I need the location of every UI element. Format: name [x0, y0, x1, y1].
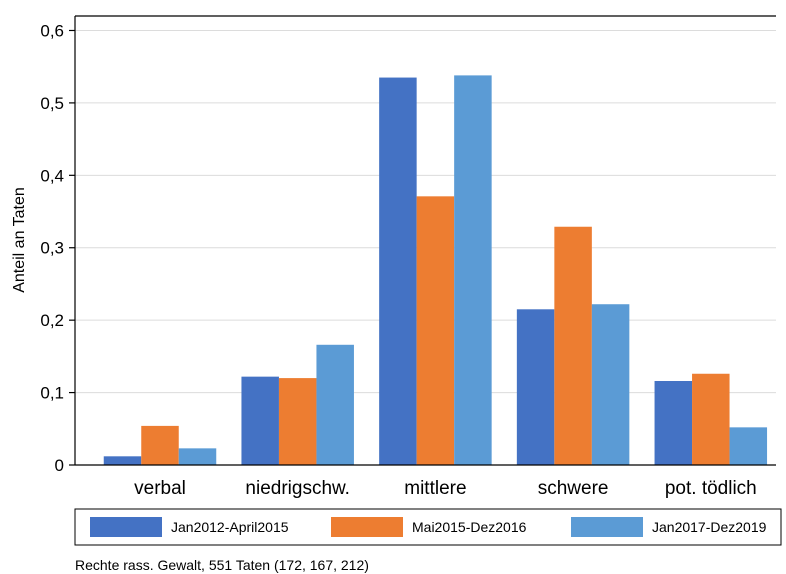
bar-niedrigschw--series-2 [278, 378, 317, 465]
legend-label: Jan2017-Dez2019 [652, 519, 767, 535]
y-tick-label: 0,6 [40, 21, 64, 40]
bar-schwere-series-3 [591, 304, 630, 465]
bars [103, 75, 768, 465]
y-tick-label: 0,1 [40, 384, 64, 403]
x-category-label: pot. tödlich [665, 478, 757, 499]
y-tick-label: 0,2 [40, 311, 64, 330]
bar-niedrigschw--series-1 [241, 376, 279, 465]
bar-verbal-series-2 [141, 425, 179, 465]
legend-swatch [90, 517, 162, 537]
legend-label: Mai2015-Dez2016 [412, 519, 527, 535]
bar-niedrigschw--series-3 [316, 344, 354, 465]
legend-swatch [331, 517, 403, 537]
bar-verbal-series-3 [178, 448, 217, 465]
y-tick-label: 0,4 [40, 166, 64, 185]
x-category-label: verbal [134, 478, 186, 499]
legend-frame [74, 508, 782, 546]
bar-pot-t-dlich-series-3 [729, 427, 768, 465]
bar-pot-t-dlich-series-1 [654, 380, 693, 465]
bar-verbal-series-1 [103, 456, 142, 465]
bar-schwere-series-1 [516, 309, 555, 465]
x-category-label: mittlere [404, 478, 466, 499]
bar-mittlere-series-3 [454, 75, 492, 465]
bar-pot-t-dlich-series-2 [692, 373, 730, 465]
bar-mittlere-series-2 [416, 196, 455, 465]
x-category-label: schwere [538, 478, 609, 499]
legend-label: Jan2012-April2015 [171, 519, 289, 535]
x-axis-labels: verbal niedrigschw. mittlere schwere pot. tö… [134, 478, 757, 499]
y-tick-label: 0 [55, 456, 64, 475]
y-axis-ticks: 0 0,1 0,2 0,3 0,4 0,5 0,6 [40, 21, 75, 475]
bar-mittlere-series-1 [379, 77, 417, 465]
legend: Jan2012-April2015 Mai2015-Dez2016 Jan2017-… [74, 508, 782, 546]
footnote: Rechte rass. Gewalt, 551 Taten (172, 167… [75, 557, 369, 573]
x-category-label: niedrigschw. [245, 478, 350, 499]
y-tick-label: 0,5 [40, 94, 64, 113]
legend-swatch [571, 517, 643, 537]
bar-schwere-series-2 [554, 226, 592, 465]
y-tick-label: 0,3 [40, 239, 64, 258]
y-axis-title: Anteil an Taten [11, 187, 28, 293]
